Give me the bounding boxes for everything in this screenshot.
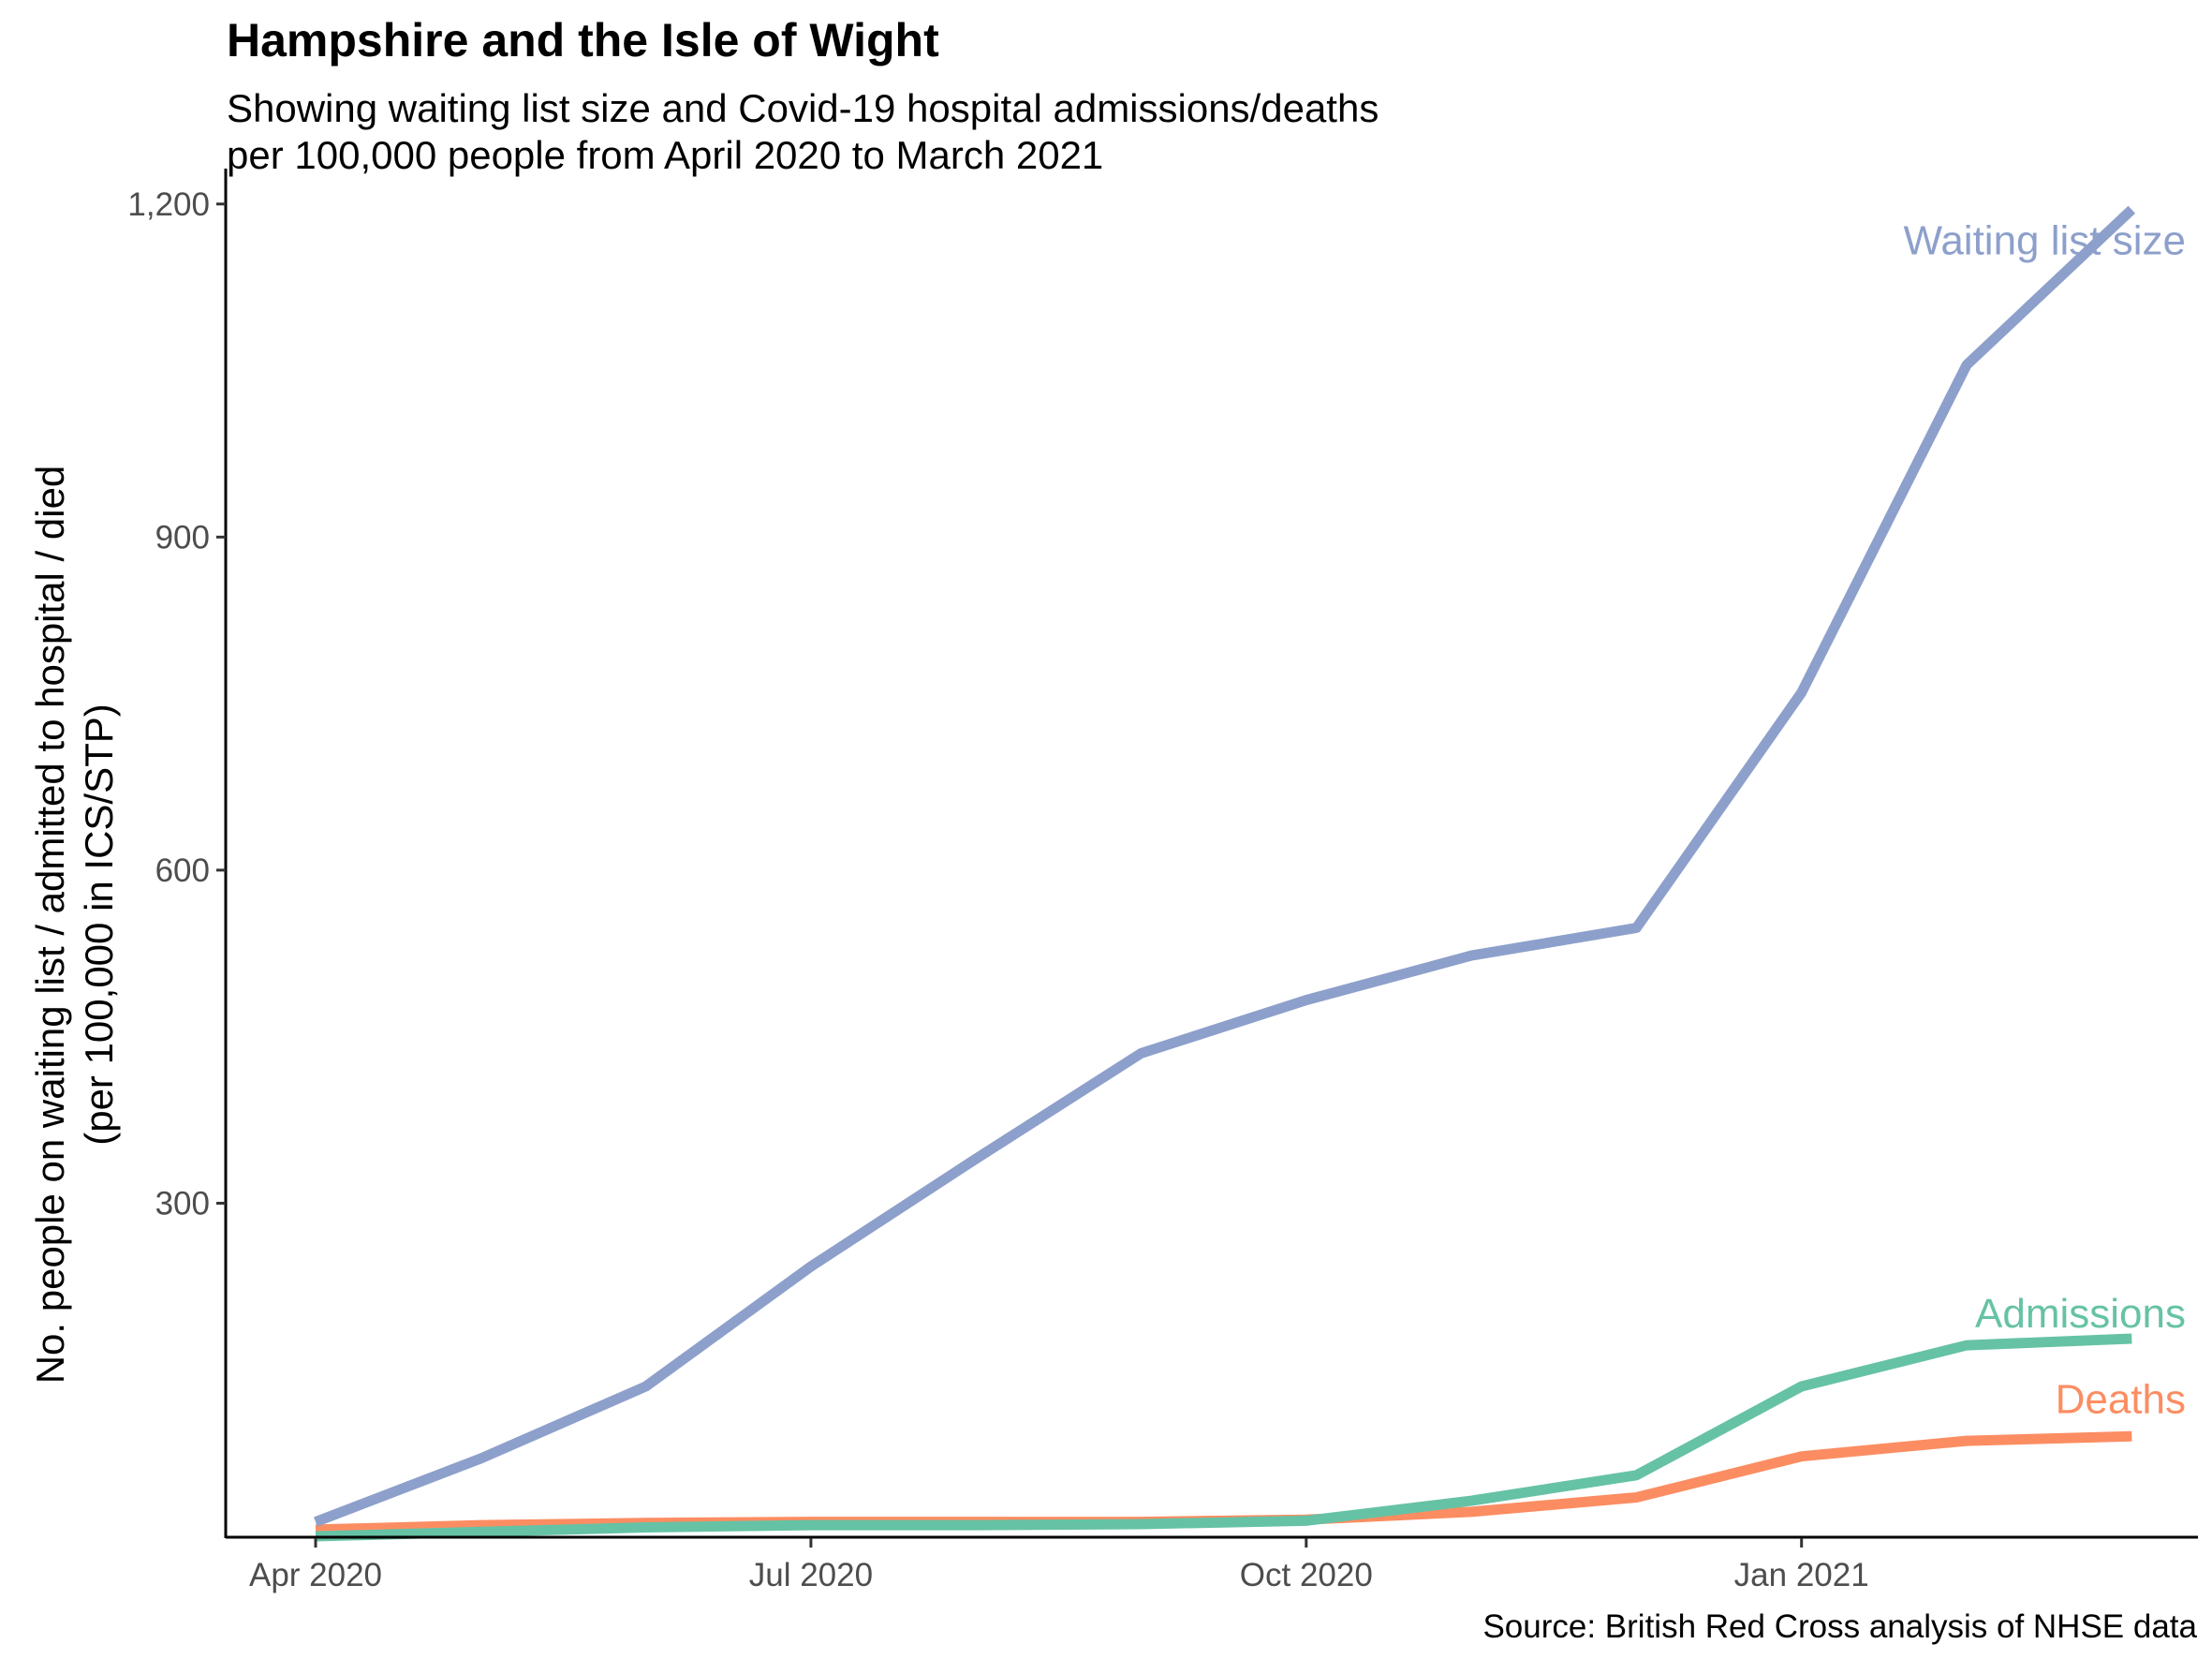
y-tick-label: 1,200 — [127, 186, 210, 223]
x-tick-label: Oct 2020 — [1240, 1557, 1373, 1593]
source-caption: Source: British Red Cross analysis of NH… — [1482, 1608, 2197, 1645]
y-tick-label: 600 — [155, 852, 210, 889]
x-tick-label: Jan 2021 — [1734, 1557, 1869, 1593]
chart-title: Hampshire and the Isle of Wight — [227, 14, 939, 67]
series-label-layer: Waiting list size Admissions Deaths — [1903, 218, 2186, 1423]
series-line-admissions — [315, 1333, 2132, 1542]
series-layer — [314, 205, 2136, 1542]
x-tick-label: Apr 2020 — [249, 1557, 382, 1593]
y-tick-label: 300 — [155, 1185, 210, 1222]
series-label-waiting-list-size: Waiting list size — [1903, 218, 2186, 264]
axis-layer: 300 600 900 1,200 Apr 2020 Jul 2020 Oct 2020 Ja… — [127, 169, 2198, 1593]
series-line-deaths — [315, 1430, 2132, 1535]
series-label-deaths: Deaths — [2056, 1376, 2186, 1422]
x-tick-label: Jul 2020 — [749, 1557, 873, 1593]
chart-subtitle-line-2: per 100,000 people from April 2020 to Ma… — [227, 133, 1104, 177]
y-tick-label: 900 — [155, 519, 210, 555]
chart-subtitle-line-1: Showing waiting list size and Covid-19 h… — [227, 86, 1379, 130]
series-line-waiting-list-size — [314, 205, 2136, 1527]
series-label-admissions: Admissions — [1975, 1291, 2186, 1337]
